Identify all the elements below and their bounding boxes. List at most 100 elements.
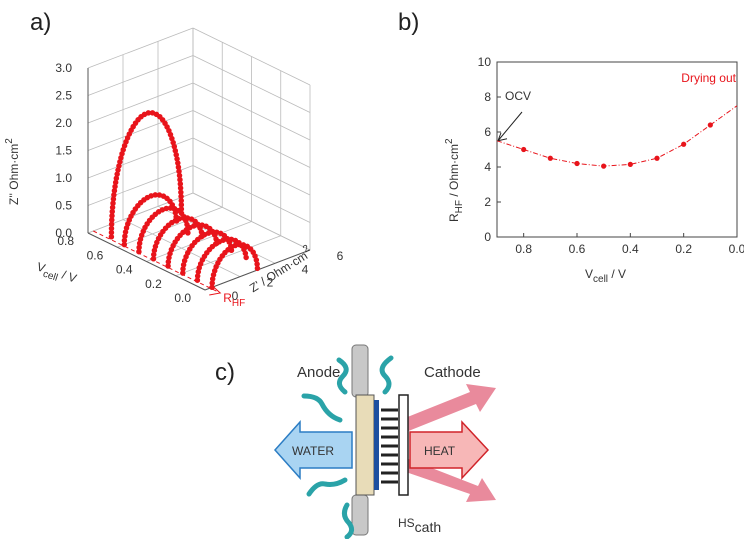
- panel-label: b): [398, 9, 419, 36]
- anode-label: Anode: [297, 364, 340, 381]
- grid-line: [192, 137, 311, 196]
- rod-bottom: [351, 494, 369, 536]
- v-tick-label: 0.0: [174, 291, 191, 305]
- v-axis-label-part: / V: [57, 267, 78, 286]
- y-tick-label: 6: [484, 125, 491, 139]
- hs-label: HScath: [398, 516, 441, 535]
- cell-diagram: Anode Cathode WATER HEAT HScath: [273, 344, 496, 539]
- axis-line: [87, 232, 206, 291]
- rod-top: [351, 344, 369, 398]
- data-point: [627, 161, 633, 167]
- x-tick-label: 0.6: [569, 242, 586, 256]
- z-tick-label: 1.5: [55, 144, 72, 158]
- data-point: [601, 163, 607, 169]
- grid-line: [87, 27, 194, 69]
- grid-line: [192, 82, 311, 141]
- grid-line: [192, 192, 311, 251]
- x-axis-label-part: V: [585, 267, 593, 281]
- heat-arrow-down: [400, 458, 496, 502]
- v-axis-label-part: cell: [41, 269, 59, 284]
- grid-line: [192, 110, 311, 168]
- v-tick-label: 0.2: [145, 277, 162, 291]
- x-axis-label-part: cell: [593, 274, 608, 285]
- y-axis-label-part: / Ohm·cm: [447, 144, 461, 200]
- x-axis-label-part: / V: [608, 267, 626, 281]
- data-point: [654, 155, 660, 161]
- impedance-arc: [194, 236, 250, 283]
- membrane: [374, 400, 379, 490]
- y-axis-label: RHF / Ohm·cm2: [444, 138, 465, 222]
- grid-line: [87, 82, 194, 124]
- grid-line: [192, 165, 311, 223]
- z-tick-label: 2.5: [55, 89, 72, 103]
- fit-line: [523, 124, 711, 167]
- ocv-arrow: [497, 111, 523, 142]
- water-label: WATER: [292, 444, 334, 458]
- heat-arrow-up: [400, 384, 496, 432]
- x-tick-label: 0.8: [515, 242, 532, 256]
- heat-arrow: [409, 420, 490, 480]
- y-axis-label-part: HF: [454, 200, 465, 213]
- y-tick-label: 8: [484, 90, 491, 104]
- z-tick-label: 3.0: [55, 61, 72, 75]
- heat-label: HEAT: [424, 444, 456, 458]
- y-axis-label-part: 2: [444, 138, 455, 144]
- data-point: [521, 146, 527, 153]
- anode-plate: [355, 394, 375, 496]
- grid-line: [192, 55, 311, 113]
- cathode-plate: [398, 394, 409, 496]
- impedance-arc: [108, 109, 185, 240]
- panel-label: c): [215, 359, 235, 386]
- vapour-squiggles: [301, 355, 394, 539]
- grid-line: [87, 55, 194, 96]
- grid-line: [192, 27, 311, 86]
- annotation: Drying out: [681, 71, 736, 85]
- z-axis-label-part: 2: [4, 138, 15, 144]
- z-axis-label-part: Z'' Ohm·cm: [7, 144, 21, 205]
- rhf-label-part: HF: [232, 298, 245, 309]
- y-axis-label-part: R: [447, 213, 461, 222]
- y-tick-label: 2: [484, 195, 491, 209]
- grid-line: [175, 235, 281, 277]
- data-point: [574, 160, 580, 167]
- impedance-arc: [209, 241, 261, 291]
- z-tick-label: 1.0: [55, 171, 72, 185]
- y-tick-label: 4: [484, 160, 491, 174]
- panel-label: a): [30, 9, 51, 36]
- v-axis-label-part: V: [35, 260, 47, 276]
- data-point: [707, 122, 713, 128]
- x-axis-label-part: 2: [301, 243, 312, 256]
- x-tick-label: 0.0: [729, 242, 744, 256]
- water-arrow: [273, 420, 353, 480]
- v-tick-label: 0.4: [116, 263, 133, 277]
- x-axis-label: Vcell / V: [585, 267, 626, 285]
- x-tick-label: 0.2: [675, 242, 692, 256]
- x-tick-label: 4: [302, 262, 309, 276]
- rhf-label-part: R: [223, 291, 232, 305]
- flow-field: [381, 408, 398, 484]
- data-point: [547, 155, 553, 161]
- z-tick-label: 2.0: [55, 116, 72, 130]
- plot-frame: [496, 61, 738, 238]
- cathode-label: Cathode: [424, 364, 481, 381]
- annotation: OCV: [505, 89, 531, 103]
- fit-extension: [710, 105, 738, 126]
- x-tick-label: 6: [337, 249, 344, 263]
- x-tick-label: 2: [267, 276, 274, 290]
- grid-line: [87, 110, 194, 151]
- v-tick-label: 0.6: [87, 248, 104, 262]
- y-tick-label: 0: [484, 230, 491, 244]
- grid-line: [87, 192, 194, 234]
- fit-extension: [496, 140, 524, 150]
- rhf-label: RHF: [223, 291, 245, 309]
- grid-line: [87, 165, 194, 206]
- v-tick-label: 0.8: [57, 234, 74, 248]
- z-tick-label: 0.0: [55, 226, 72, 240]
- z-axis-label: Z'' Ohm·cm2: [4, 138, 21, 205]
- y-tick-label: 10: [478, 55, 492, 69]
- x-tick-label: 0: [232, 289, 239, 303]
- v-axis-label: Vcell / V: [34, 260, 79, 290]
- x-tick-label: 0.4: [622, 242, 639, 256]
- data-point: [681, 141, 687, 147]
